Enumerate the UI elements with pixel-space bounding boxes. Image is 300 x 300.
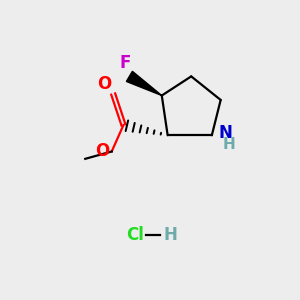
Text: O: O: [95, 142, 109, 160]
Text: Cl: Cl: [126, 226, 144, 244]
Text: O: O: [97, 75, 112, 93]
Text: F: F: [119, 54, 131, 72]
Text: H: H: [222, 136, 235, 152]
Polygon shape: [126, 71, 162, 95]
Text: H: H: [163, 226, 177, 244]
Text: N: N: [218, 124, 232, 142]
